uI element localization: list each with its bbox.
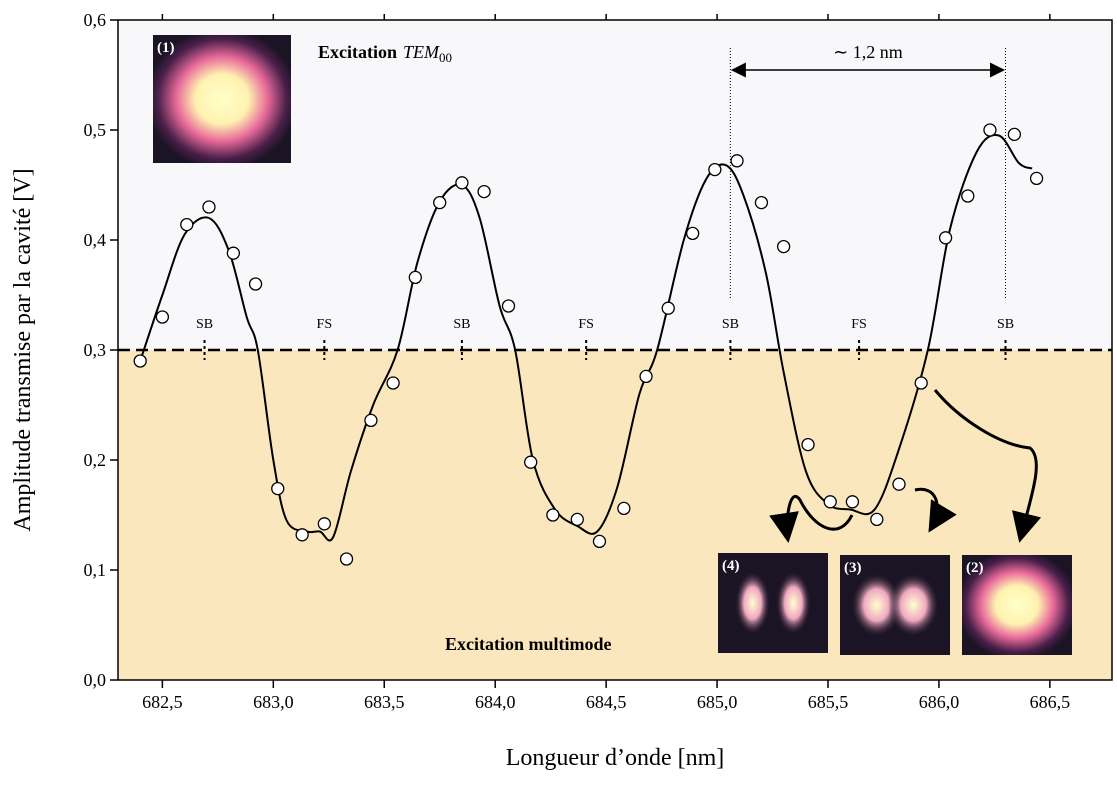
x-tick-label: 683,0 <box>253 692 294 712</box>
annotation-top-word: Excitation <box>318 42 397 62</box>
mode-marker-label: SB <box>196 317 213 332</box>
data-point <box>546 508 560 522</box>
data-point <box>661 301 675 315</box>
mode-marker-label: SB <box>453 317 470 332</box>
data-point <box>639 369 653 384</box>
data-point <box>1007 127 1022 142</box>
inset-lobe <box>767 563 811 643</box>
inset-lobe <box>875 565 939 645</box>
y-tick-label: 0,3 <box>84 340 107 360</box>
inset-label: (1) <box>157 40 175 56</box>
data-point <box>339 552 354 566</box>
data-point <box>455 176 469 190</box>
data-point <box>914 376 928 390</box>
plot-frame <box>117 19 1113 681</box>
inset-label: (2) <box>966 560 984 576</box>
x-tick-label: 683,5 <box>364 692 405 712</box>
data-point <box>801 437 815 452</box>
inset-beam <box>962 555 1072 655</box>
data-point <box>961 189 975 203</box>
inset-label: (4) <box>722 558 740 574</box>
annotation-top: Excitation TEM00 <box>318 42 452 65</box>
data-point <box>501 299 516 313</box>
data-point <box>133 354 147 368</box>
data-point <box>317 517 331 531</box>
data-point <box>202 200 216 214</box>
x-tick-label: 685,5 <box>808 692 849 712</box>
pointer-arrow <box>933 389 1042 543</box>
data-point <box>386 376 400 390</box>
pointer-arrow <box>769 495 854 543</box>
inset-beam <box>153 35 291 163</box>
data-point <box>823 495 837 509</box>
data-point <box>295 528 309 542</box>
y-tick-label: 0,0 <box>84 670 107 690</box>
mode-marker-label: SB <box>997 317 1014 332</box>
y-axis-title: Amplitude transmise par la cavité [V] <box>10 168 36 531</box>
data-point <box>708 162 722 177</box>
data-point <box>364 413 378 428</box>
data-point <box>408 270 422 285</box>
x-tick-label: 682,5 <box>142 692 183 712</box>
annotation-top-sub: 00 <box>439 50 452 65</box>
data-point <box>592 534 607 549</box>
data-point <box>248 277 263 291</box>
pointer-arrow <box>914 487 957 533</box>
y-tick-label: 0,5 <box>84 120 107 140</box>
mode-marker-label: FS <box>851 317 867 332</box>
data-point <box>180 217 194 232</box>
data-point <box>754 195 769 210</box>
inset-lobe <box>735 563 779 643</box>
x-tick-label: 686,5 <box>1030 692 1071 712</box>
data-point <box>870 512 884 527</box>
data-point <box>524 455 538 469</box>
data-point <box>271 481 285 496</box>
data-point <box>938 231 953 245</box>
annotation-top-mode: TEM <box>403 42 440 62</box>
y-tick-label: 0,4 <box>84 230 107 250</box>
data-point <box>226 246 241 260</box>
y-tick-label: 0,1 <box>84 560 107 580</box>
x-tick-label: 686,0 <box>919 692 960 712</box>
interval-label: ∼ 1,2 nm <box>833 42 903 62</box>
data-point <box>617 501 631 516</box>
data-point <box>845 495 860 509</box>
data-point <box>983 123 997 137</box>
x-tick-label: 685,0 <box>697 692 738 712</box>
data-point <box>730 154 744 168</box>
mode-marker-label: SB <box>722 317 739 332</box>
mode-marker-label: FS <box>317 317 333 332</box>
data-point <box>686 226 700 241</box>
data-point <box>892 477 906 491</box>
data-point <box>433 195 447 210</box>
data-point <box>1029 171 1044 186</box>
annotation-bottom: Excitation multimode <box>445 634 612 654</box>
y-tick-label: 0,2 <box>84 450 107 470</box>
x-tick-label: 684,0 <box>475 692 516 712</box>
mode-marker-label: FS <box>578 317 594 332</box>
x-tick-label: 684,5 <box>586 692 627 712</box>
data-point <box>776 239 791 254</box>
x-axis-title: Longueur d’onde [nm] <box>506 745 725 771</box>
inset-label: (3) <box>844 560 862 576</box>
data-point <box>477 184 491 199</box>
data-point <box>155 310 170 324</box>
y-tick-label: 0,6 <box>84 10 107 30</box>
data-point <box>570 512 584 527</box>
